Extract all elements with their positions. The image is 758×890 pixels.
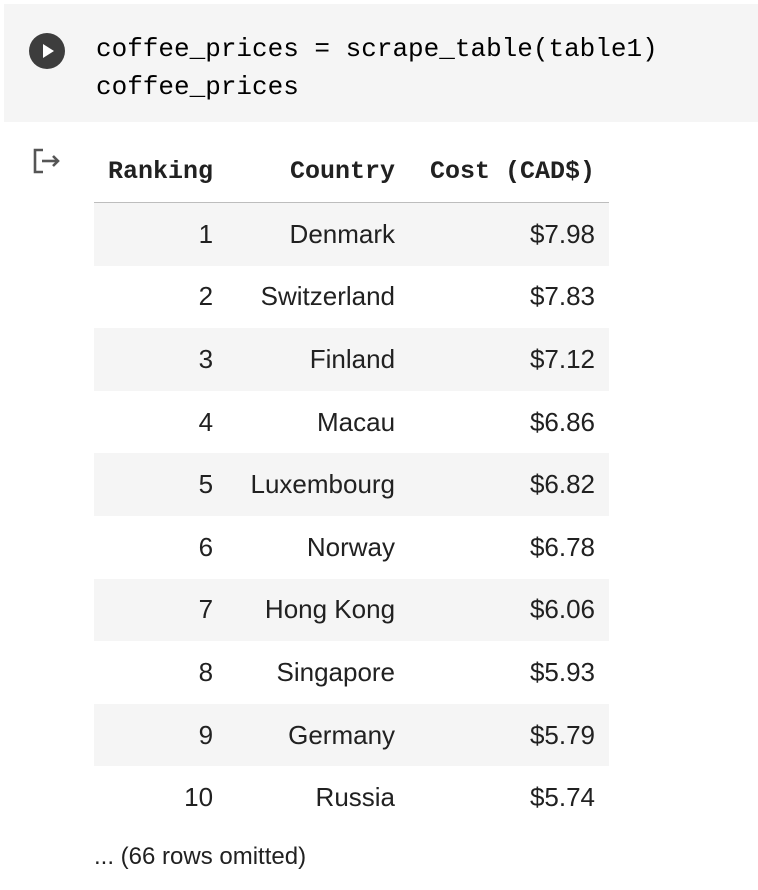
cell-cost: $5.74 [529,782,596,813]
cell-ranking: 9 [94,703,228,767]
play-icon [43,44,54,58]
cell-country: Switzerland [260,281,396,312]
cell-cost: $7.12 [409,328,610,391]
table-row: 4 Macau $6.86 [94,391,609,454]
cell-country: Denmark [227,202,410,266]
cell-country: Hong Kong [227,578,410,642]
table-row: 2 Switzerland $7.83 [94,266,609,329]
table-row: 6 Norway $6.78 [94,516,609,579]
cell-ranking: 8 [198,656,214,687]
cell-country: Singapore [276,656,396,687]
cell-cost: $6.82 [409,453,610,516]
cell-country: Germany [227,703,410,767]
cell-ranking: 6 [198,531,214,562]
table-row: 3 Finland $7.12 [94,328,610,391]
code-line: coffee_prices [96,72,299,102]
code-line: coffee_prices = scrape_table(table1) [96,34,658,64]
cell-cost: $7.83 [529,281,596,312]
run-cell-button[interactable] [29,33,65,69]
dataframe-table: Ranking Country Cost (CAD$) 1 Denmark $7… [94,140,610,829]
cell-country: Finland [227,328,410,391]
table-row: 10 Russia $5.74 [94,766,609,829]
column-header-ranking: Ranking [94,140,228,203]
cell-cost: $5.79 [409,703,610,767]
cell-country: Russia [315,782,396,813]
table-row: 8 Singapore $5.93 [94,641,609,704]
cell-ranking: 5 [94,453,228,516]
table-row: 1 Denmark $7.98 [94,202,610,266]
column-header-country: Country [227,140,410,203]
table-row: 7 Hong Kong $6.06 [94,578,610,642]
cell-ranking: 10 [184,782,214,813]
output-arrow-icon [33,148,60,174]
cell-ranking: 3 [94,328,228,391]
cell-country: Norway [306,531,396,562]
cell-cost: $5.93 [529,656,596,687]
cell-cost: $7.98 [409,202,610,266]
rows-omitted-note: ... (66 rows omitted) [94,843,307,870]
cell-cost: $6.86 [529,406,596,437]
code-editor[interactable]: coffee_prices = scrape_table(table1)coff… [96,30,658,106]
cell-ranking: 2 [198,281,214,312]
table-header-row: Ranking Country Cost (CAD$) [94,140,610,203]
cell-country: Macau [316,406,396,437]
cell-cost: $6.06 [409,578,610,642]
cell-ranking: 1 [94,202,228,266]
code-cell[interactable]: coffee_prices = scrape_table(table1)coff… [4,4,758,122]
cell-country: Luxembourg [227,453,410,516]
table-row: 5 Luxembourg $6.82 [94,453,610,516]
table-row: 9 Germany $5.79 [94,703,610,767]
column-header-cost: Cost (CAD$) [409,140,610,203]
cell-ranking: 7 [94,578,228,642]
cell-cost: $6.78 [529,531,596,562]
cell-ranking: 4 [198,406,214,437]
